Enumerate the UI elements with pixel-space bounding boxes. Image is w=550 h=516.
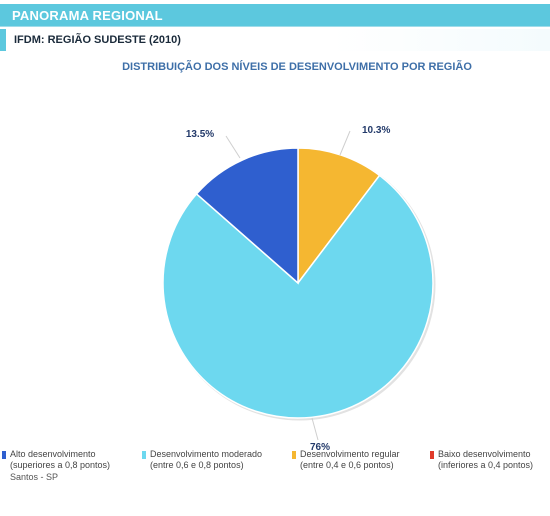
chart-title: DISTRIBUIÇÃO DOS NÍVEIS DE DESENVOLVIMEN…: [122, 61, 472, 73]
legend-item-regular: Desenvolvimento regular (entre 0,4 e 0,6…: [292, 449, 400, 471]
legend-item-moderado: Desenvolvimento moderado (entre 0,6 e 0,…: [142, 449, 263, 471]
legend-label-moderado: Desenvolvimento moderado: [150, 449, 263, 459]
data-label-moderado: 76%: [310, 442, 330, 453]
data-label-regular: 10.3%: [362, 125, 390, 136]
page-title: PANORAMA REGIONAL: [12, 8, 163, 23]
data-label-alto: 13.5%: [186, 129, 214, 140]
legend-item-baixo: Baixo desenvolvimento (inferiores a 0,4 …: [430, 449, 534, 471]
leader-line-moderado: [311, 417, 319, 441]
legend-swatch-regular: [292, 451, 296, 459]
header-bar: PANORAMA REGIONAL: [0, 4, 550, 27]
pie-slice-regular[interactable]: [297, 147, 381, 286]
legend-range-alto: (superiores a 0,8 pontos): [10, 460, 111, 470]
legend-range-baixo: (inferiores a 0,4 pontos): [438, 460, 534, 470]
legend: Alto desenvolvimento (superiores a 0,8 p…: [0, 449, 550, 497]
leader-line-regular: [339, 130, 351, 156]
leader-line-alto: [225, 135, 241, 159]
subheader-title: IFDM: REGIÃO SUDESTE (2010): [14, 34, 181, 46]
pie-slice-alto[interactable]: [195, 147, 299, 285]
footer-note: Santos - SP: [10, 472, 59, 482]
pie-slice-moderado[interactable]: [162, 174, 434, 419]
legend-swatch-moderado: [142, 451, 146, 459]
legend-label-regular: Desenvolvimento regular: [300, 449, 400, 459]
legend-label-alto: Alto desenvolvimento: [10, 449, 96, 459]
legend-swatch-baixo: [430, 451, 434, 459]
subheader: IFDM: REGIÃO SUDESTE (2010): [0, 29, 550, 51]
legend-range-regular: (entre 0,4 e 0,6 pontos): [300, 460, 394, 470]
legend-label-baixo: Baixo desenvolvimento: [438, 449, 531, 459]
legend-range-moderado: (entre 0,6 e 0,8 pontos): [150, 460, 244, 470]
legend-swatch-alto: [2, 451, 6, 459]
legend-item-alto: Alto desenvolvimento (superiores a 0,8 p…: [2, 449, 111, 471]
